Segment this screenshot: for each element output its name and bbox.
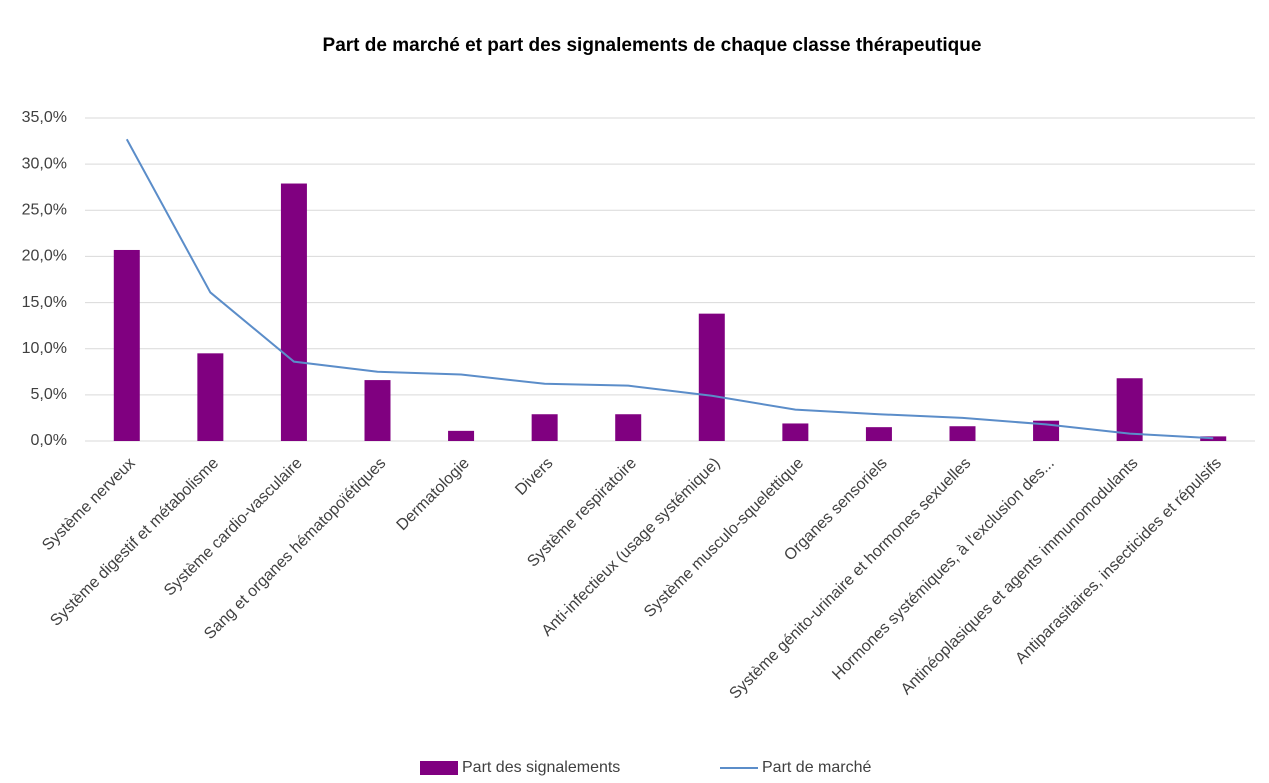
bar — [364, 380, 391, 441]
legend-label: Part des signalements — [462, 759, 620, 776]
bar — [615, 414, 642, 441]
chart-title: Part de marché et part des signalements … — [323, 35, 982, 56]
y-tick-label: 10,0% — [22, 340, 67, 357]
y-tick-label: 35,0% — [22, 109, 67, 126]
bar — [197, 353, 224, 441]
y-tick-label: 15,0% — [22, 294, 67, 311]
y-tick-label: 25,0% — [22, 202, 67, 219]
bar — [1200, 436, 1227, 441]
bar — [782, 423, 809, 441]
bar — [448, 430, 475, 441]
bar — [698, 313, 725, 441]
y-tick-label: 0,0% — [31, 432, 67, 449]
line — [125, 138, 1214, 440]
legend-swatch — [420, 761, 458, 775]
bar — [865, 427, 892, 441]
y-tick-label: 5,0% — [31, 386, 67, 403]
bar — [1116, 378, 1143, 441]
bar — [531, 414, 558, 441]
legend-label: Part de marché — [762, 759, 871, 776]
y-tick-label: 20,0% — [22, 248, 67, 265]
y-tick-label: 30,0% — [22, 155, 67, 172]
bar — [113, 249, 140, 441]
bar — [949, 426, 976, 441]
bar — [280, 183, 307, 441]
